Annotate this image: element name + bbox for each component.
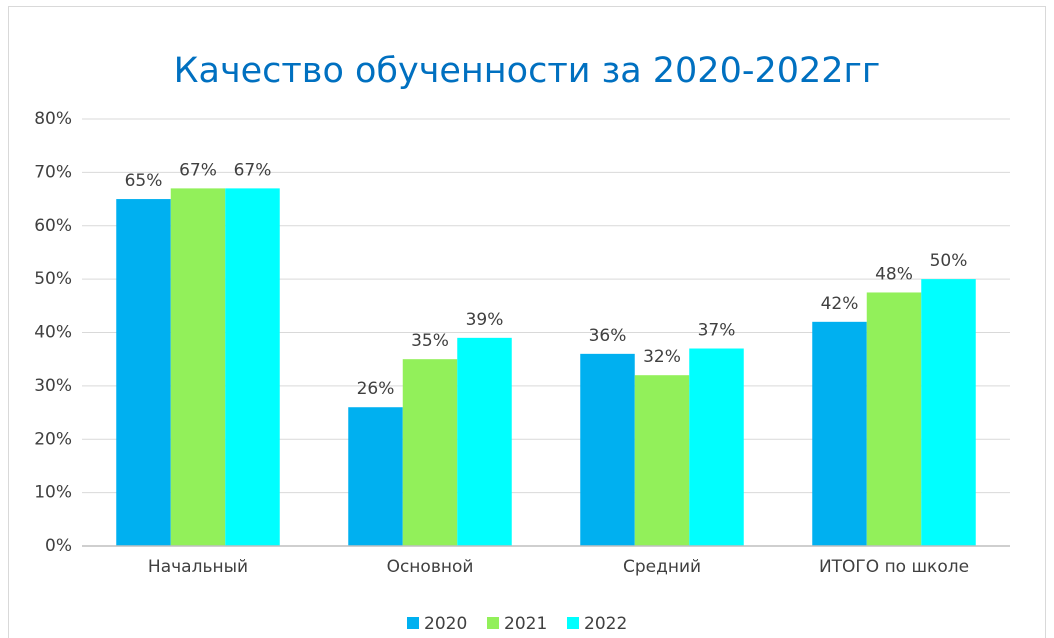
bar: [866, 292, 922, 546]
bar: [689, 348, 744, 546]
data-label: 35%: [411, 331, 449, 351]
y-tick-label: 10%: [34, 483, 72, 503]
bar: [580, 353, 635, 546]
data-label: 37%: [698, 321, 736, 341]
legend-label: 2021: [504, 614, 547, 634]
y-tick-label: 70%: [34, 162, 72, 182]
data-label: 65%: [125, 171, 163, 191]
y-tick-label: 40%: [34, 323, 72, 343]
y-tick-label: 80%: [34, 109, 72, 129]
legend-label: 2022: [584, 614, 627, 634]
y-tick-label: 60%: [34, 216, 72, 236]
x-tick-label: Основной: [387, 557, 474, 577]
chart-title: Качество обученности за 2020-2022гг: [174, 51, 881, 91]
bar: [170, 188, 226, 546]
data-label: 36%: [589, 326, 627, 346]
legend-label: 2020: [424, 614, 467, 634]
bar: [402, 359, 458, 546]
legend-swatch: [487, 617, 499, 629]
legend-swatch: [407, 617, 419, 629]
bar: [457, 337, 512, 546]
bar: [348, 407, 403, 546]
bar: [812, 321, 867, 546]
bar: [116, 199, 171, 546]
y-tick-label: 50%: [34, 269, 72, 289]
data-label: 26%: [357, 379, 395, 399]
legend-swatch: [567, 617, 579, 629]
data-label: 67%: [179, 160, 217, 180]
data-label: 67%: [234, 160, 272, 180]
data-label: 48%: [875, 264, 913, 284]
bar: [634, 375, 690, 546]
data-label: 39%: [466, 310, 504, 330]
data-label: 50%: [930, 251, 968, 271]
data-label: 32%: [643, 347, 681, 367]
data-label: 42%: [821, 294, 859, 314]
y-tick-label: 20%: [34, 429, 72, 449]
x-tick-label: Начальный: [148, 557, 248, 577]
y-tick-label: 0%: [45, 536, 72, 556]
bar: [225, 188, 280, 546]
x-tick-label: Средний: [623, 557, 701, 577]
bar: [921, 279, 976, 546]
x-tick-label: ИТОГО по школе: [819, 557, 969, 577]
y-tick-label: 30%: [34, 376, 72, 396]
